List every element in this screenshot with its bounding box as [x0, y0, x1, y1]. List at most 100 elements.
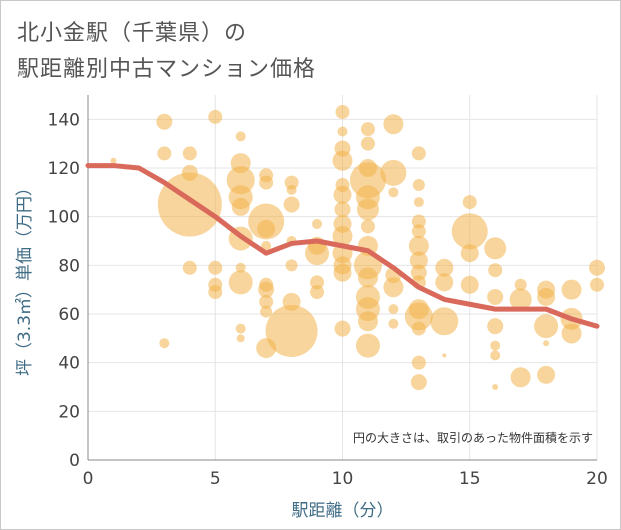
y-tick-label: 120	[48, 159, 80, 179]
data-bubble	[514, 278, 527, 291]
data-bubble	[335, 105, 350, 120]
data-bubble	[435, 258, 454, 277]
data-bubble	[181, 164, 198, 181]
data-bubble	[231, 197, 250, 216]
y-tick-label: 140	[48, 110, 80, 130]
data-bubble	[383, 114, 404, 135]
data-bubble	[561, 279, 582, 300]
data-bubble	[411, 321, 426, 336]
data-bubble	[182, 146, 197, 161]
data-bubble	[208, 260, 223, 275]
x-tick-label: 0	[83, 469, 94, 489]
data-bubble	[157, 146, 172, 161]
data-bubble	[413, 197, 424, 208]
data-bubble	[156, 113, 173, 130]
data-bubble	[355, 333, 380, 358]
y-tick-label: 20	[58, 402, 80, 422]
data-bubble	[257, 219, 276, 238]
data-bubble	[590, 277, 604, 292]
data-bubble	[310, 285, 325, 300]
data-bubble	[534, 314, 559, 339]
data-bubble	[333, 263, 352, 282]
data-bubble	[349, 162, 386, 199]
data-bubble	[388, 318, 399, 329]
data-bubble	[589, 259, 605, 276]
data-bubble	[208, 109, 223, 124]
y-tick-label: 40	[58, 354, 80, 374]
data-bubble	[357, 267, 378, 288]
data-bubble	[360, 219, 375, 234]
data-bubble	[226, 166, 255, 195]
y-axis-label: 坪（3.3㎡）単価（万円）	[15, 179, 35, 376]
data-bubble	[360, 122, 375, 137]
data-bubble	[235, 323, 246, 334]
data-bubble	[537, 365, 556, 384]
data-bubble	[333, 185, 352, 204]
x-tick-label: 20	[586, 469, 608, 489]
data-bubble	[410, 374, 427, 391]
data-bubble	[357, 311, 378, 332]
bubble-size-note: 円の大きさは、取引のあった物件面積を示す	[353, 430, 593, 445]
y-tick-label: 80	[58, 256, 80, 276]
data-bubble	[487, 288, 504, 305]
y-tick-label: 100	[48, 208, 80, 228]
data-bubble	[388, 304, 399, 315]
x-tick-label: 15	[459, 469, 481, 489]
data-bubble	[388, 187, 399, 198]
data-bubble	[561, 323, 582, 344]
data-bubble	[442, 353, 447, 358]
data-bubble	[332, 226, 353, 247]
data-bubble	[260, 305, 273, 318]
data-bubble	[332, 150, 353, 171]
data-bubble	[235, 262, 246, 273]
data-bubble	[159, 338, 170, 349]
x-tick-label: 10	[332, 469, 354, 489]
data-bubble	[537, 287, 556, 306]
data-bubble	[360, 136, 375, 151]
data-bubble	[543, 340, 550, 347]
data-bubble	[404, 302, 433, 331]
data-bubble	[411, 214, 426, 229]
data-bubble	[380, 159, 407, 186]
data-bubble	[182, 260, 197, 275]
data-bubble	[261, 240, 272, 251]
data-bubble	[284, 175, 299, 190]
data-bubble	[305, 241, 330, 266]
data-bubble	[408, 235, 429, 256]
data-bubble	[337, 126, 348, 137]
data-bubble	[383, 277, 404, 298]
data-bubble	[235, 131, 246, 142]
data-bubble	[488, 263, 503, 278]
data-bubble	[265, 305, 318, 358]
y-tick-label: 60	[58, 305, 80, 325]
data-bubble	[259, 294, 274, 309]
average-price-line	[85, 163, 600, 329]
data-bubble	[510, 367, 531, 388]
data-bubble	[430, 307, 459, 336]
data-bubble	[334, 201, 351, 218]
data-bubble	[435, 273, 454, 292]
data-bubble	[409, 251, 428, 270]
data-bubble	[259, 175, 274, 190]
data-bubble	[490, 340, 501, 351]
data-bubble	[487, 318, 504, 335]
data-bubble	[236, 334, 245, 343]
data-bubble	[411, 224, 426, 239]
data-bubble	[462, 195, 477, 210]
data-bubble	[451, 213, 488, 250]
data-bubble	[412, 179, 425, 192]
y-tick-label: 0	[69, 451, 80, 471]
data-bubble	[286, 184, 297, 195]
data-bubble	[490, 350, 501, 361]
data-bubble	[484, 237, 507, 260]
data-bubble	[258, 281, 275, 298]
data-bubble	[356, 198, 379, 221]
x-tick-label: 5	[210, 469, 221, 489]
data-bubble	[208, 285, 223, 300]
data-bubble	[509, 288, 532, 311]
data-bubble	[285, 259, 298, 272]
data-bubble	[411, 146, 426, 161]
data-bubble	[334, 320, 351, 337]
chart-title-line1: 北小金駅（千葉県）の	[17, 21, 248, 46]
